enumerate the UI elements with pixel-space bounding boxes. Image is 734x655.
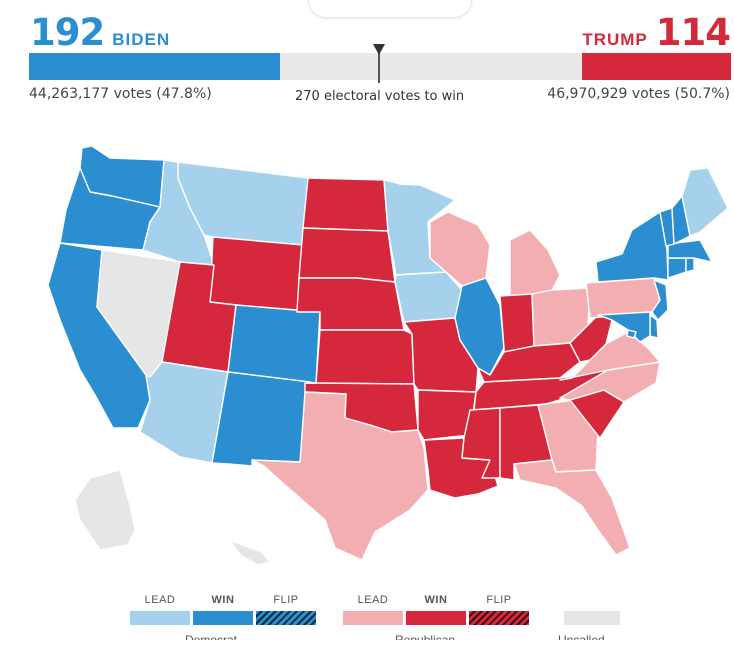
state-va[interactable] (559, 331, 661, 381)
legend-rep-lead-swatch (343, 611, 403, 625)
threshold-label: 270 electoral votes to win (295, 89, 465, 104)
legend-dem-lead-swatch (130, 611, 190, 625)
trump-name: TRUMP (582, 30, 648, 49)
trump-popular-votes: 46,970,929 votes (50.7%) (547, 86, 730, 102)
state-ar[interactable] (417, 389, 477, 441)
state-ks[interactable] (315, 329, 415, 385)
legend-dem-flip-swatch (256, 611, 316, 625)
state-mn[interactable] (383, 179, 456, 276)
legend-rep-flip-swatch (469, 611, 529, 625)
legend-uncalled-swatch (564, 611, 620, 625)
us-electoral-map (47, 145, 729, 566)
state-mi[interactable] (509, 229, 561, 299)
legend-dem-lead-label: LEAD (144, 594, 176, 606)
state-in[interactable] (499, 293, 535, 353)
legend-dem-caption: Democrat (185, 633, 238, 640)
state-ny[interactable] (595, 211, 669, 283)
state-fl[interactable] (513, 459, 631, 556)
state-ri[interactable] (685, 257, 695, 273)
legend-rep-win-swatch (406, 611, 466, 625)
legend-rep-flip-label: FLIP (486, 594, 512, 606)
state-me[interactable] (681, 167, 729, 237)
legend-uncalled-caption: Uncalled (558, 633, 605, 640)
state-co[interactable] (227, 304, 321, 384)
state-wv[interactable] (569, 314, 613, 363)
state-hi[interactable] (229, 539, 271, 566)
state-md[interactable] (597, 311, 651, 343)
state-ct[interactable] (667, 257, 687, 279)
threshold-marker (378, 47, 380, 83)
legend-uncalled: Uncalled (558, 594, 634, 654)
state-sd[interactable] (298, 227, 396, 283)
biden-electoral-votes: 192 (30, 11, 105, 54)
legend-rep-caption: Republican (395, 633, 456, 640)
trump-electoral-votes: 114 (655, 11, 731, 54)
state-ia[interactable] (394, 271, 463, 323)
legend-dem-win-swatch (193, 611, 253, 625)
biden-bar-fill (29, 53, 280, 80)
legend-rep-lead-label: LEAD (357, 594, 389, 606)
biden-popular-votes: 44,263,177 votes (47.8%) (29, 86, 212, 102)
state-wy[interactable] (209, 236, 304, 313)
trump-header: TRUMP 114 (582, 11, 731, 54)
biden-name: BIDEN (112, 30, 171, 49)
state-ak[interactable] (74, 469, 136, 551)
legend-dem-flip-label: FLIP (273, 594, 299, 606)
trump-bar-fill (582, 53, 731, 80)
threshold-marker-triangle (373, 44, 385, 55)
legend-dem-win-label: WIN (211, 594, 235, 606)
legend-rep-win-label: WIN (424, 594, 448, 606)
legend-republican: LEAD WIN FLIP Republican (343, 594, 533, 654)
state-nm[interactable] (211, 371, 311, 467)
state-ma[interactable] (667, 239, 713, 263)
state-nd[interactable] (302, 177, 389, 232)
state-nj[interactable] (651, 279, 669, 321)
state-tx[interactable] (251, 391, 429, 561)
legend-democrat: LEAD WIN FLIP Democrat (130, 594, 320, 654)
electoral-vote-bar (29, 53, 731, 80)
biden-header: 192 BIDEN (30, 14, 170, 51)
state-dc[interactable] (626, 329, 637, 339)
